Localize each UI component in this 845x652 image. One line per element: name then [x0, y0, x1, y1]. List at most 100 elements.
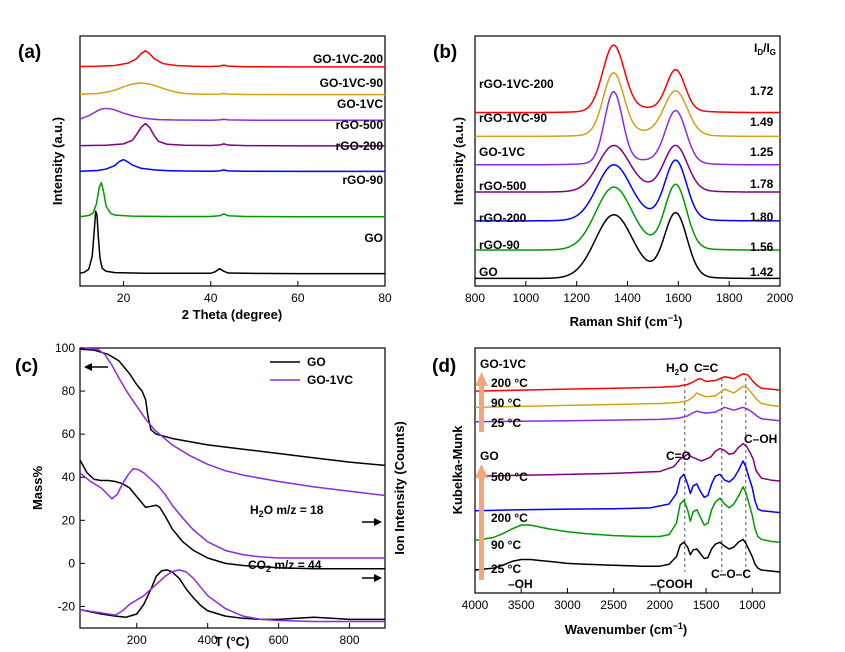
tga-ytick-label--20: -20 — [58, 599, 76, 613]
panel-d-label: (d) — [432, 356, 456, 377]
tga-curve-go-1vc-h2o — [79, 467, 385, 559]
panel-d-xlabel: Wavenumber (cm−1) — [565, 621, 688, 637]
panel-a-label: (a) — [18, 42, 41, 63]
drifts-curve-go-200-c — [474, 460, 781, 514]
raman-series-label-rgo-1vc-90: rGO-1VC-90 — [479, 111, 547, 125]
xrd-xtick-label-60: 60 — [291, 291, 305, 305]
xrd-series-label-rgo-200: rGO-200 — [336, 139, 384, 153]
panel-b-ylabel: Intensity (a.u.) — [451, 117, 466, 205]
legend-label-go: GO — [307, 355, 326, 369]
drifts-xtick-label-1500: 1500 — [693, 598, 720, 612]
drifts-series-label-go-200-c: 200 °C — [491, 511, 528, 525]
raman-series-label-rgo-1vc-200: rGO-1VC-200 — [479, 77, 554, 91]
drifts-curve-go-1vc-90-c — [474, 385, 781, 409]
raman-curve-rgo-1vc-90 — [475, 71, 781, 138]
annotation-co2: CO2 m/z = 44 — [248, 558, 322, 574]
band-label-c-o-c: C–O–C — [711, 567, 751, 581]
drifts-curve-go-25-c — [474, 538, 781, 573]
drifts-xtick-label-3500: 3500 — [508, 598, 535, 612]
tga-curve-go-co2 — [79, 569, 385, 621]
drifts-curve-go-500-c — [474, 442, 781, 482]
panel-c-legend: GO GO-1VC — [270, 355, 353, 387]
band-label-h2o: H2O — [666, 361, 688, 377]
xrd-curve-go-1vc-90 — [79, 82, 385, 96]
panel-b-label: (b) — [433, 42, 457, 63]
panel-c-frame — [79, 347, 386, 629]
raman-curve-rgo-500 — [475, 144, 780, 193]
temperature-arrow-go-1vc — [475, 372, 488, 432]
raman-xtick-label-1200: 1200 — [563, 291, 590, 305]
raman-ratio-go: 1.42 — [750, 265, 774, 279]
raman-ratio-rgo-500: 1.78 — [750, 177, 774, 191]
drifts-series-label-go-1vc-90-c: 90 °C — [491, 396, 521, 410]
group-label-go: GO — [480, 449, 499, 463]
band-label-c-oh: C–OH — [744, 432, 777, 446]
band-label-oh: –OH — [508, 577, 533, 591]
xrd-xtick-label-80: 80 — [378, 291, 392, 305]
annotation-h2o: H2O m/z = 18 — [250, 503, 324, 519]
panel-d-frame — [474, 347, 781, 594]
drifts-curve-go-1vc-25-c — [474, 406, 781, 423]
tga-xtick-label-400: 400 — [198, 633, 218, 647]
panel-a-ylabel: Intensity (a.u.) — [50, 117, 65, 205]
raman-ratio-rgo-1vc-90: 1.49 — [750, 115, 774, 129]
panel-a-frame — [79, 35, 386, 287]
raman-xtick-label-1600: 1600 — [665, 291, 692, 305]
panel-c-tga: (c) 200 400 600 800 -20 0 20 40 60 80 100 GO GO-1V… — [15, 341, 407, 649]
panel-c-ylabel: Mass% — [30, 466, 45, 511]
xrd-xtick-label-20: 20 — [117, 291, 131, 305]
panel-d-drifts: (d) 4000 3500 3000 2500 2000 1500 1000 GO-1VC … — [432, 347, 781, 637]
xrd-xtick-label-40: 40 — [204, 291, 218, 305]
raman-series-label-rgo-200: rGO-200 — [479, 211, 527, 225]
temperature-arrow-go — [475, 464, 488, 580]
raman-xtick-label-1800: 1800 — [716, 291, 743, 305]
drifts-series-label-go-90-c: 90 °C — [491, 538, 521, 552]
raman-curve-rgo-1vc-200 — [475, 44, 780, 114]
raman-series-label-rgo-500: rGO-500 — [479, 179, 527, 193]
tga-xtick-label-600: 600 — [269, 633, 289, 647]
tga-xtick-label-800: 800 — [340, 633, 360, 647]
drifts-curve-go-1vc-200-c — [474, 373, 781, 392]
raman-ratio-rgo-200: 1.80 — [750, 210, 774, 224]
xrd-curve-rgo-90 — [79, 181, 385, 218]
xrd-series-label-go-1vc-90: GO-1VC-90 — [320, 76, 384, 90]
raman-xtick-label-1000: 1000 — [512, 291, 539, 305]
drifts-curve-go-90-c — [474, 486, 781, 544]
band-label-c-o: C=O — [666, 449, 691, 463]
tga-ytick-label-20: 20 — [62, 513, 76, 527]
panel-c-y2label: Ion Intensity (Counts) — [392, 421, 407, 555]
raman-series-label-rgo-90: rGO-90 — [479, 238, 520, 252]
xrd-curve-rgo-200 — [79, 158, 385, 173]
panel-b-xlabel: Raman Shif (cm−1) — [570, 313, 683, 329]
tga-ytick-label-80: 80 — [62, 384, 76, 398]
drifts-series-label-go-1vc-200-c: 200 °C — [491, 376, 528, 390]
drifts-xtick-label-1000: 1000 — [739, 598, 766, 612]
panel-b-frame — [474, 35, 781, 287]
right-axis-arrow-h2o — [362, 518, 382, 526]
xrd-curve-go — [79, 210, 385, 275]
xrd-curve-rgo-500 — [79, 122, 385, 147]
xrd-series-label-go: GO — [364, 231, 383, 245]
raman-curve-go — [475, 211, 780, 280]
raman-ratio-rgo-1vc-200: 1.72 — [750, 84, 774, 98]
tga-curve-go-h2o — [79, 459, 385, 570]
tga-xtick-label-200: 200 — [127, 633, 147, 647]
raman-xtick-label-1400: 1400 — [614, 291, 641, 305]
raman-xtick-label-2000: 2000 — [767, 291, 794, 305]
xrd-curve-go-1vc — [79, 107, 385, 121]
tga-ytick-label-100: 100 — [55, 341, 75, 355]
tga-curve-go-1vc-co2 — [79, 569, 385, 623]
drifts-series-label-go-500-c: 500 °C — [491, 470, 528, 484]
raman-curve-rgo-200 — [475, 159, 780, 222]
tga-ytick-label-40: 40 — [62, 470, 76, 484]
legend-label-go-1vc: GO-1VC — [307, 373, 353, 387]
right-axis-arrow-co2 — [362, 574, 382, 582]
group-label-go-1vc: GO-1VC — [480, 357, 526, 371]
tga-curve-go-mass — [79, 348, 386, 467]
raman-curve-go-1vc — [475, 90, 780, 166]
raman-ratio-rgo-90: 1.56 — [750, 240, 774, 254]
drifts-xtick-label-2500: 2500 — [600, 598, 627, 612]
drifts-series-label-go-1vc-25-c: 25 °C — [491, 416, 521, 430]
tga-curve-go-1vc-mass — [79, 347, 386, 497]
